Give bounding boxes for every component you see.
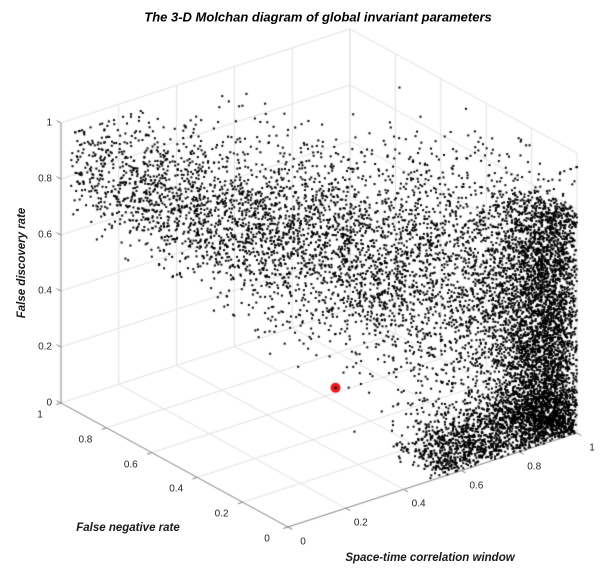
x-tick-label: 0.8 xyxy=(527,461,542,473)
z-tick-label: 0.8 xyxy=(38,173,52,185)
y-tick-label: 0.6 xyxy=(123,459,138,471)
y-tick-label: 0 xyxy=(264,533,270,545)
z-axis-label: False discovery rate xyxy=(16,207,28,319)
x-axis-label: Space-time correlation window xyxy=(345,552,515,564)
x-tick-label: 0 xyxy=(300,536,306,548)
z-tick-label: 0.2 xyxy=(38,341,52,353)
y-tick-label: 0.2 xyxy=(214,508,229,520)
x-tick-label: 0.4 xyxy=(411,498,426,510)
z-tick-label: 0.4 xyxy=(38,285,52,297)
y-tick-label: 0.4 xyxy=(169,483,184,495)
x-tick-label: 0.6 xyxy=(469,480,484,492)
x-tick-label: 1 xyxy=(589,442,595,454)
z-tick-label: 0 xyxy=(46,397,52,409)
z-tick-label: 1 xyxy=(46,117,52,129)
y-axis-label: False negative rate xyxy=(76,522,180,534)
z-tick-label: 0.6 xyxy=(38,229,52,241)
figure-title: The 3-D Molchan diagram of global invari… xyxy=(144,9,492,25)
y-tick-label: 0.8 xyxy=(78,434,93,446)
y-tick-label: 1 xyxy=(37,409,43,421)
x-tick-label: 0.2 xyxy=(353,517,368,529)
